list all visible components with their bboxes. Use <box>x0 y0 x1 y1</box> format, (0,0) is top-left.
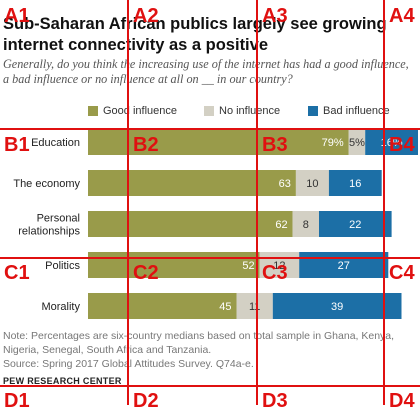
legend: Good influence No influence Bad influenc… <box>88 105 418 119</box>
grid-cell-label: D2 <box>133 390 159 412</box>
chart-title: Sub-Saharan African publics largely see … <box>3 15 387 54</box>
bar-segment-none <box>236 293 273 319</box>
value-label-bad: 16% <box>381 137 403 149</box>
value-label-none: 8 <box>303 219 309 231</box>
bar-segment-none <box>259 252 300 278</box>
value-label-good: 79% <box>322 137 344 149</box>
category-label-line: Education <box>31 137 80 149</box>
bar-segment-good <box>88 252 260 278</box>
chart-note: Note: Percentages are six-country median… <box>3 330 395 356</box>
value-label-none: 10 <box>306 178 318 190</box>
grid-line-vertical <box>127 0 129 405</box>
organization-name: PEW RESEARCH CENTER <box>3 376 122 386</box>
legend-item-good: Good influence <box>88 105 177 117</box>
bar-segment-none <box>295 170 329 196</box>
category-label: Personal relationships <box>18 213 80 238</box>
category-label-line: relationships <box>18 226 80 238</box>
bar-segment-bad <box>328 170 382 196</box>
value-label-bad: 27 <box>338 260 350 272</box>
category-label: Politics <box>45 260 80 272</box>
legend-swatch-good <box>88 106 98 116</box>
bar-segment-bad <box>365 129 418 155</box>
grid-line-vertical <box>256 0 258 405</box>
category-label-line: Personal <box>37 213 80 225</box>
category-label: The economy <box>13 178 80 190</box>
value-label-good: 62 <box>275 219 287 231</box>
grid-line-vertical <box>383 0 385 405</box>
chart-subtitle: Generally, do you think the increasing u… <box>3 57 409 86</box>
legend-swatch-bad <box>308 106 318 116</box>
grid-cell-label: B4 <box>389 134 415 156</box>
bar-segment-none <box>348 129 366 155</box>
value-label-bad: 16 <box>349 178 361 190</box>
bar-segment-good <box>88 170 296 196</box>
bar-segment-good <box>88 293 237 319</box>
grid-cell-label: A2 <box>133 5 159 27</box>
legend-item-bad: Bad influence <box>308 105 390 117</box>
grid-cell-label: B3 <box>262 134 288 156</box>
grid-line-horizontal <box>0 128 420 130</box>
grid-cell-label: A4 <box>389 5 415 27</box>
value-label-bad: 22 <box>349 219 361 231</box>
category-label: Morality <box>41 301 80 313</box>
grid-cell-label: C2 <box>133 262 159 284</box>
value-label-good: 52 <box>242 260 254 272</box>
grid-cell-label: C1 <box>4 262 30 284</box>
bar-segment-good <box>88 211 293 237</box>
grid-cell-label: C4 <box>389 262 415 284</box>
grid-cell-label: B2 <box>133 134 159 156</box>
value-label-none: 11 <box>249 301 260 313</box>
value-label-none: 5% <box>349 137 365 149</box>
legend-label-good: Good influence <box>103 105 177 117</box>
value-label-none: 12 <box>273 260 285 272</box>
legend-item-none: No influence <box>204 105 280 117</box>
grid-cell-label: B1 <box>4 134 30 156</box>
grid-cell-label: D3 <box>262 390 288 412</box>
grid-cell-label: C3 <box>262 262 288 284</box>
bar-segment-none <box>292 211 319 237</box>
value-label-bad: 39 <box>331 301 343 313</box>
grid-cell-label: D1 <box>4 390 30 412</box>
legend-label-bad: Bad influence <box>323 105 390 117</box>
value-label-good: 63 <box>279 178 291 190</box>
grid-cell-label: A1 <box>4 5 30 27</box>
grid-cell-label: D4 <box>389 390 415 412</box>
category-label-line: The economy <box>13 178 80 190</box>
value-label-good: 45 <box>219 301 231 313</box>
bar-segment-bad <box>319 211 392 237</box>
grid-cell-label: A3 <box>262 5 288 27</box>
grid-line-horizontal <box>0 257 420 259</box>
legend-swatch-none <box>204 106 214 116</box>
category-label: Education <box>31 137 80 149</box>
bar-segment-good <box>88 129 349 155</box>
category-label-line: Morality <box>41 301 80 313</box>
legend-label-none: No influence <box>219 105 281 117</box>
grid-line-horizontal <box>0 385 420 387</box>
category-label-line: Politics <box>45 260 80 272</box>
bar-segment-bad <box>272 293 402 319</box>
bar-segment-bad <box>299 252 389 278</box>
chart-source: Source: Spring 2017 Global Attitudes Sur… <box>3 358 254 370</box>
